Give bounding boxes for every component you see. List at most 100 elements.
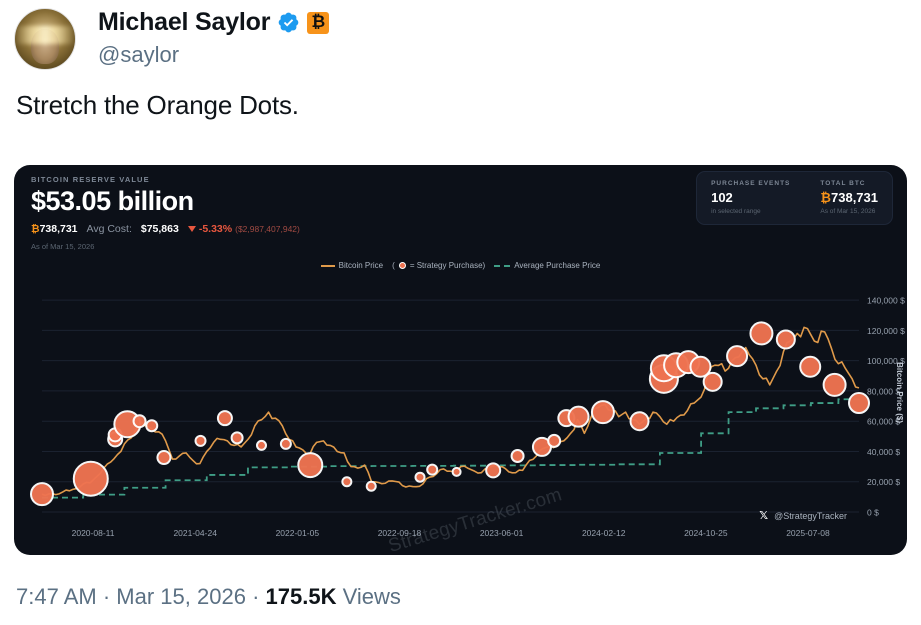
- y-tick-label: 80,000 $: [867, 386, 900, 396]
- tweet-header: Michael Saylor ₿ @saylor: [0, 0, 921, 78]
- purchase-dot[interactable]: [365, 480, 377, 492]
- tweet-body-text: Stretch the Orange Dots.: [16, 90, 299, 120]
- line-swatch-icon: [320, 264, 335, 267]
- purchase-dot[interactable]: [194, 434, 207, 447]
- purchase-dot[interactable]: [414, 471, 426, 483]
- footer-views-count: 175.5K: [265, 584, 337, 609]
- bitcoin-price-line: [41, 326, 860, 497]
- purchase-dot[interactable]: [726, 345, 749, 368]
- y-tick-label: 0 $: [867, 508, 879, 518]
- y-tick-label: 140,000 $: [867, 296, 905, 306]
- legend-item-price[interactable]: Bitcoin Price: [320, 261, 384, 270]
- x-tick-label: 2022-09-18: [378, 528, 422, 538]
- purchase-dot[interactable]: [775, 329, 796, 350]
- purchase-dot[interactable]: [629, 411, 650, 432]
- legend-paren-open: (: [392, 261, 395, 270]
- avatar[interactable]: [14, 8, 76, 70]
- purchase-dot[interactable]: [72, 460, 109, 497]
- author-handle[interactable]: @saylor: [98, 42, 180, 67]
- purchase-dot[interactable]: [510, 449, 525, 464]
- avg-purchase-price-line: [42, 397, 860, 499]
- total-btc-label: TOTAL BTC: [820, 180, 866, 187]
- btc-holdings: ₿738,731: [31, 223, 78, 235]
- y-axis-title: Bitcoin Price ($): [895, 362, 904, 423]
- purchase-dot[interactable]: [702, 371, 723, 392]
- purchase-events-value: 102: [711, 190, 733, 205]
- purchase-dot[interactable]: [689, 355, 712, 378]
- price-chart-svg[interactable]: 0 $ 20,000 $ 40,000 $ 60,000 $ 80,000 $ 100,0…: [14, 277, 907, 555]
- purchase-events-stat: PURCHASE EVENTS 102 in selected range: [711, 180, 790, 215]
- purchase-dot[interactable]: [132, 414, 147, 429]
- y-tick-label: 120,000 $: [867, 326, 905, 336]
- delta-group: -5.33% ($2,987,407,942): [187, 223, 300, 236]
- reserve-value: $53.05 billion: [31, 186, 194, 216]
- purchase-dot[interactable]: [297, 452, 324, 479]
- x-tick-label: 2024-10-25: [684, 528, 728, 538]
- y-tick-label: 20,000 $: [867, 477, 900, 487]
- delta-absolute: ($2,987,407,942): [235, 224, 300, 235]
- footer-date: Mar 15, 2026: [116, 584, 246, 609]
- chart-legend: Bitcoin Price ( = Strategy Purchase) Ave…: [14, 261, 907, 270]
- purchase-dot[interactable]: [547, 433, 562, 448]
- bitcoin-symbol-icon: ₿: [31, 223, 40, 236]
- purchase-dot[interactable]: [749, 321, 774, 346]
- purchase-events-label: PURCHASE EVENTS: [711, 180, 791, 187]
- x-handle-text: @StrategyTracker: [774, 510, 847, 521]
- y-tick-label: 100,000 $: [867, 356, 905, 366]
- purchase-dot[interactable]: [822, 372, 847, 397]
- x-tick-label: 2022-01-05: [276, 528, 320, 538]
- delta-percent: -5.33%: [198, 223, 233, 236]
- purchase-dot[interactable]: [341, 476, 353, 488]
- dashed-line-swatch-icon: [494, 264, 511, 267]
- author-block: Michael Saylor ₿ @saylor: [98, 8, 330, 68]
- purchase-dot[interactable]: [426, 463, 439, 476]
- legend-label-price: Bitcoin Price: [338, 261, 384, 270]
- reserve-summary: BITCOIN RESERVE VALUE $53.05 billion ₿73…: [31, 175, 300, 251]
- reserve-label: BITCOIN RESERVE VALUE: [31, 175, 150, 184]
- avg-cost-value: $75,863: [140, 223, 179, 236]
- purchase-dot[interactable]: [451, 466, 462, 477]
- total-btc-stat: TOTAL BTC ₿738,731 As of Mar 15, 2026: [820, 180, 878, 215]
- total-btc-value: ₿738,731: [820, 190, 878, 205]
- legend-item-avg[interactable]: Average Purchase Price: [494, 261, 600, 270]
- purchase-dot-swatch-icon: [398, 262, 406, 269]
- footer-views-label: Views: [342, 584, 401, 609]
- purchase-dot[interactable]: [485, 462, 502, 479]
- chart-card[interactable]: BITCOIN RESERVE VALUE $53.05 billion ₿73…: [14, 165, 907, 555]
- purchase-dot[interactable]: [590, 400, 615, 425]
- y-tick-label: 40,000 $: [867, 447, 900, 457]
- purchase-dot[interactable]: [230, 431, 244, 445]
- purchase-dot[interactable]: [30, 482, 54, 507]
- summary-panel: PURCHASE EVENTS 102 in selected range TO…: [696, 171, 893, 225]
- purchase-dot[interactable]: [567, 405, 590, 428]
- purchase-dot[interactable]: [279, 437, 292, 450]
- as-of-date: As of Mar 15, 2026: [31, 242, 95, 252]
- btc-holdings-value: 738,731: [39, 223, 78, 236]
- purchase-dot[interactable]: [156, 450, 172, 466]
- display-name[interactable]: Michael Saylor: [98, 8, 271, 36]
- footer-sep-2: ·: [252, 584, 260, 609]
- purchase-dot[interactable]: [145, 419, 159, 433]
- legend-item-purchase[interactable]: ( = Strategy Purchase): [392, 261, 485, 270]
- total-btc-number: 738,731: [831, 190, 878, 205]
- purchase-dot[interactable]: [216, 410, 233, 427]
- avg-cost-label: Avg Cost:: [86, 223, 132, 236]
- footer-sep-1: ·: [102, 584, 111, 609]
- x-logo-icon: 𝕏: [759, 509, 769, 522]
- footer-time: 7:47 AM: [16, 584, 97, 609]
- verified-badge-icon: [277, 11, 300, 34]
- tweet-footer: 7:47 AM · Mar 15, 2026 · 175.5K Views: [16, 584, 401, 610]
- x-tick-label: 2021-04-24: [173, 528, 217, 538]
- purchase-dot[interactable]: [848, 392, 870, 415]
- x-tick-label: 2025-07-08: [786, 528, 830, 538]
- x-handle-credit: 𝕏 @StrategyTracker: [759, 509, 847, 522]
- purchase-dot[interactable]: [799, 355, 822, 378]
- bitcoin-symbol-icon-panel: ₿: [820, 190, 831, 205]
- total-btc-sub: As of Mar 15, 2026: [820, 208, 876, 215]
- plot-area[interactable]: 0 $ 20,000 $ 40,000 $ 60,000 $ 80,000 $ 100,0…: [14, 277, 907, 555]
- purchase-dot[interactable]: [255, 439, 267, 451]
- reserve-substats: ₿738,731 Avg Cost: $75,863 -5.33% ($2,98…: [31, 223, 300, 235]
- x-tick-label: 2020-08-11: [72, 528, 115, 538]
- triangle-down-icon: [187, 226, 196, 233]
- x-tick-label: 2023-06-01: [480, 528, 524, 538]
